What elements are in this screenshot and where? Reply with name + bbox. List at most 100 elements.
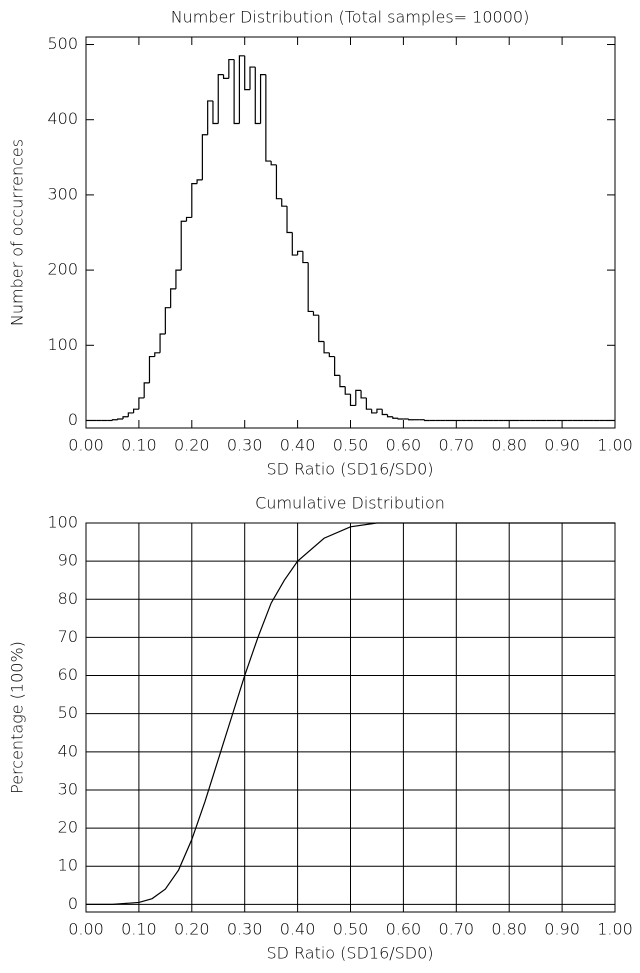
histogram-bin: [381, 409, 388, 416]
histogram-bin: [159, 333, 166, 353]
histogram-bin: [127, 412, 134, 417]
x-tick-label: 1.00: [597, 436, 633, 455]
histogram-bin: [254, 67, 261, 125]
x-tick-label: 0.10: [121, 920, 157, 939]
y-tick-label: 30: [58, 779, 78, 798]
histogram-bin: [175, 269, 182, 289]
histogram-bin: [148, 355, 155, 383]
histogram-bin: [170, 288, 176, 308]
histogram-bin: [349, 394, 356, 407]
x-tick-label: 0.40: [280, 436, 316, 455]
x-tick-label: 0.50: [333, 920, 369, 939]
x-tick-label: 0.80: [491, 436, 527, 455]
x-tick-label: 1.00: [597, 920, 633, 939]
histogram-bin: [392, 416, 399, 419]
histogram-bin: [217, 73, 224, 124]
histogram-bin: [265, 74, 272, 162]
histogram-bin: [386, 414, 393, 418]
x-tick-label: 0.50: [333, 436, 369, 455]
y-tick-label: 90: [58, 551, 78, 570]
histogram-bin: [191, 183, 198, 218]
histogram-bin: [244, 55, 250, 91]
histogram-bin: [133, 408, 139, 413]
y-axis-label: Percentage (100%): [8, 641, 27, 794]
histogram-bin: [281, 198, 288, 207]
histogram-bin: [111, 419, 118, 421]
histogram-bin: [259, 73, 266, 124]
histogram-bin: [328, 352, 335, 358]
histogram-bin: [297, 250, 303, 256]
x-tick-label: 0.10: [121, 436, 157, 455]
histogram-bin: [365, 397, 372, 410]
histogram-bin: [138, 397, 145, 410]
histogram-bin: [228, 58, 235, 79]
histogram-bin: [397, 418, 404, 420]
histogram-bin: [196, 179, 203, 184]
histogram-bin: [312, 311, 319, 316]
y-axis-label: Number of occurrences: [8, 139, 27, 326]
x-tick-label: 0.80: [491, 920, 527, 939]
y-tick-label: 80: [58, 589, 78, 608]
histogram-bin: [207, 100, 213, 135]
x-tick-label: 0.00: [68, 436, 104, 455]
y-tick-label: 40: [58, 741, 78, 760]
y-tick-label: 0: [68, 410, 78, 429]
y-tick-label: 60: [58, 665, 78, 684]
histogram-bin: [423, 419, 430, 422]
x-tick-label: 0.70: [438, 920, 474, 939]
histogram-bin: [323, 341, 330, 354]
histogram-bin: [154, 352, 161, 357]
histogram-bin: [180, 220, 187, 271]
x-tick-label: 0.90: [544, 920, 580, 939]
y-tick-label: 200: [47, 260, 78, 279]
histogram-bin: [360, 390, 367, 399]
chart-title: Cumulative Distribution: [255, 494, 445, 513]
cumulative-line: [86, 522, 615, 905]
histogram-bin: [275, 164, 282, 200]
x-tick-label: 0.20: [174, 920, 210, 939]
y-tick-label: 100: [47, 335, 78, 354]
x-tick-label: 0.60: [386, 436, 422, 455]
histogram-bin: [318, 315, 325, 343]
histogram-bin: [249, 66, 256, 90]
x-tick-label: 0.70: [438, 436, 474, 455]
x-tick-label: 0.20: [174, 436, 210, 455]
x-tick-label: 0.40: [280, 920, 316, 939]
x-tick-label: 0.30: [227, 920, 263, 939]
y-tick-label: 10: [58, 856, 78, 875]
x-axis-label: SD Ratio (SD16/SD0): [266, 944, 433, 963]
histogram-bin: [143, 382, 150, 398]
histogram-bin: [344, 386, 351, 395]
histogram-bin: [185, 216, 192, 222]
x-tick-label: 0.90: [544, 436, 580, 455]
histogram-bin: [334, 356, 340, 376]
histogram-bin: [222, 74, 229, 79]
histogram-bin: [122, 416, 129, 419]
histogram-bin: [117, 418, 124, 420]
histogram-bin: [376, 408, 383, 413]
histogram-bin: [355, 389, 362, 406]
y-tick-label: 50: [58, 703, 78, 722]
x-axis-label: SD Ratio (SD16/SD0): [266, 460, 433, 479]
histogram-bin: [291, 232, 298, 256]
histogram-bin: [286, 206, 293, 234]
histogram-bin: [371, 409, 377, 414]
histogram-bin: [238, 55, 245, 124]
y-tick-label: 100: [47, 513, 78, 532]
histogram-bin: [212, 100, 219, 125]
chart-title: Number Distribution (Total samples= 1000…: [171, 8, 530, 27]
histogram-bin: [233, 59, 240, 125]
histogram-bin: [302, 251, 309, 264]
histogram-bin: [408, 418, 414, 421]
x-tick-label: 0.60: [386, 920, 422, 939]
plot-frame: [85, 36, 616, 429]
histogram-bin: [164, 307, 171, 335]
histogram-bin: [201, 134, 208, 180]
histogram-bin: [307, 262, 314, 313]
y-tick-label: 0: [68, 894, 78, 913]
x-tick-label: 0.00: [68, 920, 104, 939]
y-tick-label: 70: [58, 627, 78, 646]
y-tick-label: 500: [47, 34, 78, 53]
y-tick-label: 400: [47, 109, 78, 128]
